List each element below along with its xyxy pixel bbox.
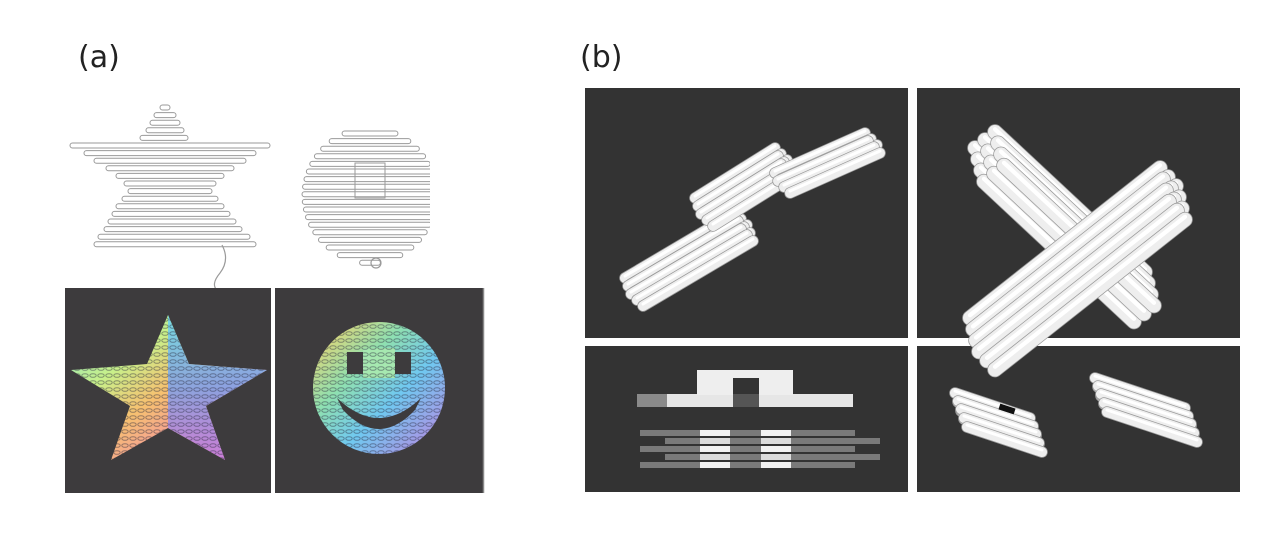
panel-a-colored-images [65,288,485,493]
layer-schematic-background [585,346,908,492]
layer-schematic [637,370,880,468]
smiley-colored [313,322,445,454]
panel-a-label: (a) [78,40,120,75]
star-outline-drawing [69,104,271,290]
parallel-bundles-3d [619,127,886,312]
star-colored [71,315,267,460]
two-bundles-3d [949,372,1203,458]
smiley-outline-drawing [301,130,430,269]
crossed-bundles-3d [962,124,1193,378]
panel-b-label: (b) [580,40,623,75]
panel-a-outline-shapes [69,104,430,290]
panel-b [585,88,1240,492]
